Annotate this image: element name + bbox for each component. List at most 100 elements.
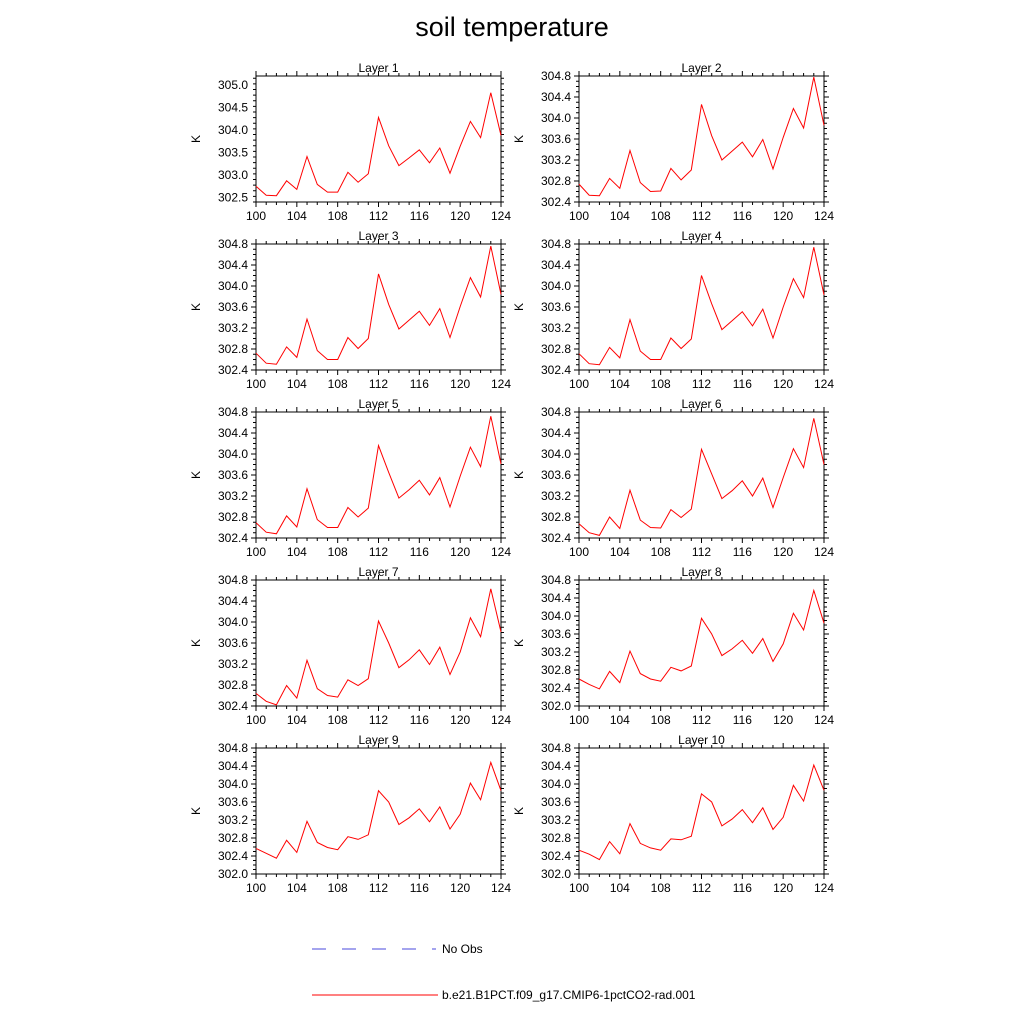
x-tick-label: 116 [410,545,429,559]
y-tick-label: 302.4 [541,195,571,209]
panel-title: Layer 5 [358,397,398,411]
y-tick-label: 303.6 [541,300,571,314]
series-line-layer-7 [255,588,502,706]
y-tick-label: 303.6 [218,636,248,650]
x-tick-label: 112 [692,881,711,895]
y-tick-label: 302.5 [218,191,248,205]
y-tick-label: 304.0 [218,279,248,293]
y-tick-label: 303.5 [218,146,248,160]
y-tick-label: 304.4 [218,426,248,440]
x-tick-label: 112 [692,377,711,391]
panel-layer-9: Layer 9 K 100 104 108 112 116 120 124 302.0 302.4 3… [189,733,511,895]
y-tick-label: 303.6 [218,468,248,482]
y-tick-label: 304.0 [218,447,248,461]
panel-title: Layer 6 [681,397,721,411]
y-tick-label: 304.4 [541,591,571,605]
y-tick-label: 302.8 [218,342,248,356]
y-tick-label: 302.4 [218,363,248,377]
y-tick-label: 303.6 [541,132,571,146]
x-tick-label: 108 [328,377,348,391]
x-tick-label: 124 [491,881,511,895]
y-axis-label: K [189,135,203,143]
x-tick-label: 116 [410,209,429,223]
y-tick-label: 302.8 [218,678,248,692]
legend-model-label: b.e21.B1PCT.f09_g17.CMIP6-1pctCO2-rad.00… [442,988,696,1002]
y-axis-label: K [512,303,526,311]
y-tick-label: 302.8 [541,174,571,188]
x-tick-label: 112 [369,209,388,223]
x-tick-label: 108 [651,881,671,895]
y-tick-label: 303.6 [541,468,571,482]
y-axis-label: K [512,807,526,815]
y-tick-label: 302.8 [541,663,571,677]
y-tick-label: 304.0 [541,609,571,623]
series-line-layer-9 [255,760,502,859]
x-tick-label: 108 [328,545,348,559]
y-tick-label: 304.8 [541,69,571,83]
x-tick-label: 120 [450,545,470,559]
plot-frame [578,75,825,203]
panel-layer-1: Layer 1 K 100 104 108 112 116 120 124 302.5 303.0 3… [189,61,511,223]
y-tick-label: 303.2 [218,657,248,671]
y-tick-label: 302.4 [218,531,248,545]
x-tick-label: 116 [410,881,429,895]
y-tick-label: 303.6 [541,795,571,809]
x-tick-label: 124 [491,209,511,223]
x-tick-label: 124 [814,545,834,559]
x-tick-label: 108 [328,209,348,223]
series-line-layer-3 [255,245,502,365]
y-tick-label: 304.8 [541,573,571,587]
x-tick-label: 124 [814,209,834,223]
y-tick-label: 304.8 [218,405,248,419]
y-tick-label: 302.0 [541,867,571,881]
plot-frame [255,579,502,707]
panel-title: Layer 2 [681,61,721,75]
y-axis-label: K [189,303,203,311]
y-tick-label: 304.4 [541,258,571,272]
series-line-layer-1 [255,92,502,197]
panel-layer-5: Layer 5 K 100 104 108 112 116 120 124 302.4 302.8 3… [189,397,511,559]
y-tick-label: 304.8 [218,573,248,587]
series-line-layer-2 [578,76,825,197]
y-tick-label: 304.0 [218,777,248,791]
panel-layer-8: Layer 8 K 100 104 108 112 116 120 124 302.0 302.4 3… [512,565,834,727]
x-tick-label: 116 [733,545,752,559]
x-tick-label: 116 [733,209,752,223]
plot-frame [255,75,502,203]
plot-frame [255,243,502,371]
x-tick-label: 112 [369,377,388,391]
panel-layer-3: Layer 3 K 100 104 108 112 116 120 124 302.4 302.8 3… [189,229,511,391]
x-tick-label: 120 [450,209,470,223]
x-tick-label: 104 [610,713,630,727]
y-tick-label: 302.0 [218,867,248,881]
x-tick-label: 112 [369,545,388,559]
y-tick-label: 303.2 [541,153,571,167]
x-tick-label: 112 [692,209,711,223]
x-tick-label: 108 [651,377,671,391]
y-tick-label: 304.0 [541,279,571,293]
y-axis-label: K [189,639,203,647]
y-tick-label: 302.8 [218,831,248,845]
panel-layer-4: Layer 4 K 100 104 108 112 116 120 124 302.4 302.8 3… [512,229,834,391]
x-tick-label: 116 [733,881,752,895]
y-tick-label: 304.4 [541,759,571,773]
x-tick-label: 104 [610,545,630,559]
x-tick-label: 124 [491,713,511,727]
y-tick-label: 304.8 [218,741,248,755]
y-tick-label: 303.6 [218,795,248,809]
series-line-layer-5 [255,416,502,535]
panel-title: Layer 9 [358,733,398,747]
x-tick-label: 104 [610,209,630,223]
y-axis-label: K [189,807,203,815]
y-tick-label: 303.2 [218,321,248,335]
x-tick-label: 104 [610,881,630,895]
y-tick-label: 304.4 [218,258,248,272]
x-tick-label: 112 [692,545,711,559]
y-axis-label: K [512,135,526,143]
x-tick-label: 108 [651,209,671,223]
plot-frame [578,579,825,707]
panel-title: Layer 10 [678,733,725,747]
y-axis-label: K [189,471,203,479]
panel-layer-7: Layer 7 K 100 104 108 112 116 120 124 302.4 302.8 3… [189,565,511,727]
y-tick-label: 303.2 [541,813,571,827]
